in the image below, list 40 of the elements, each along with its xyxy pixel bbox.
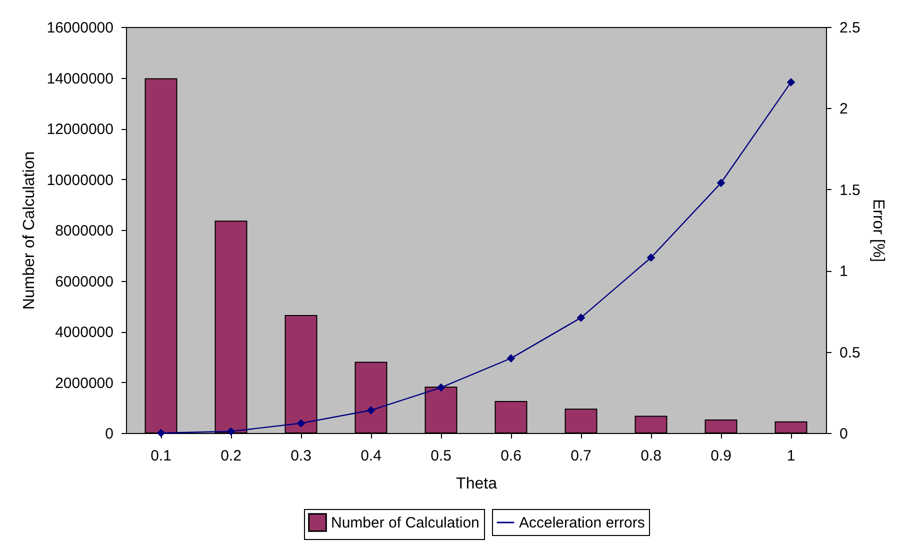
x-tick-label: 0.1 — [150, 448, 172, 464]
point — [366, 406, 376, 414]
point — [576, 314, 586, 322]
x-tick-label: 1 — [786, 448, 796, 464]
point — [226, 427, 236, 436]
point — [156, 428, 166, 438]
y-tick-label: 8000000 — [55, 222, 114, 240]
x-tick-label: 0.2 — [220, 448, 242, 464]
x-tick-label: 0.3 — [290, 448, 312, 464]
point — [716, 178, 726, 188]
point — [506, 354, 516, 362]
point — [436, 383, 446, 392]
y2-tick-label: 2 — [840, 100, 848, 118]
y-tick-label: 2000000 — [55, 374, 114, 392]
y-tick-label: 0 — [105, 426, 114, 442]
y-tick-label: 10000000 — [46, 172, 114, 189]
y2-tick-label: 0 — [840, 426, 848, 442]
y2-axis-title: Error [%] — [869, 198, 886, 262]
point — [296, 419, 306, 428]
y2-tick-label: 2.5 — [840, 20, 860, 36]
y2-tick-label: 1 — [840, 263, 848, 280]
y2-tick-label: 1.5 — [840, 182, 860, 199]
point — [786, 78, 796, 86]
y-tick-label: 6000000 — [55, 273, 114, 290]
y-axis-title: Number of Calculation — [20, 151, 38, 310]
y2-tick-label: 0.5 — [840, 344, 860, 362]
y-tick-label: 16000000 — [46, 20, 114, 36]
x-tick-label: 0.7 — [570, 448, 592, 464]
x-tick-label: 0.9 — [710, 448, 732, 464]
legend-label: Acceleration errors — [519, 514, 645, 532]
y-tick-label: 4000000 — [55, 324, 114, 341]
y-tick-label: 14000000 — [46, 70, 114, 88]
x-tick-label: 0.8 — [640, 448, 662, 464]
x-tick-label: 0.4 — [360, 448, 382, 464]
point — [646, 253, 656, 262]
x-axis-title: Theta — [456, 476, 498, 492]
x-tick-label: 0.5 — [430, 448, 452, 464]
legend-label: Number of Calculation — [331, 514, 480, 532]
y-tick-label: 12000000 — [46, 121, 114, 138]
x-tick-label: 0.6 — [500, 448, 522, 464]
